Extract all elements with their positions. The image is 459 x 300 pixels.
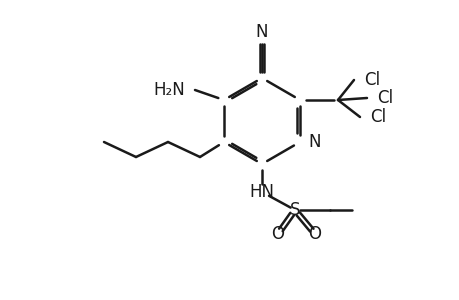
Text: HN: HN: [249, 183, 274, 201]
Text: O: O: [308, 225, 321, 243]
Text: N: N: [255, 23, 268, 41]
Text: Cl: Cl: [376, 89, 392, 107]
Text: S: S: [289, 201, 300, 219]
Text: Cl: Cl: [369, 108, 385, 126]
Text: N: N: [308, 133, 320, 151]
Text: H₂N: H₂N: [153, 81, 185, 99]
Text: Cl: Cl: [363, 71, 379, 89]
Text: O: O: [271, 225, 284, 243]
